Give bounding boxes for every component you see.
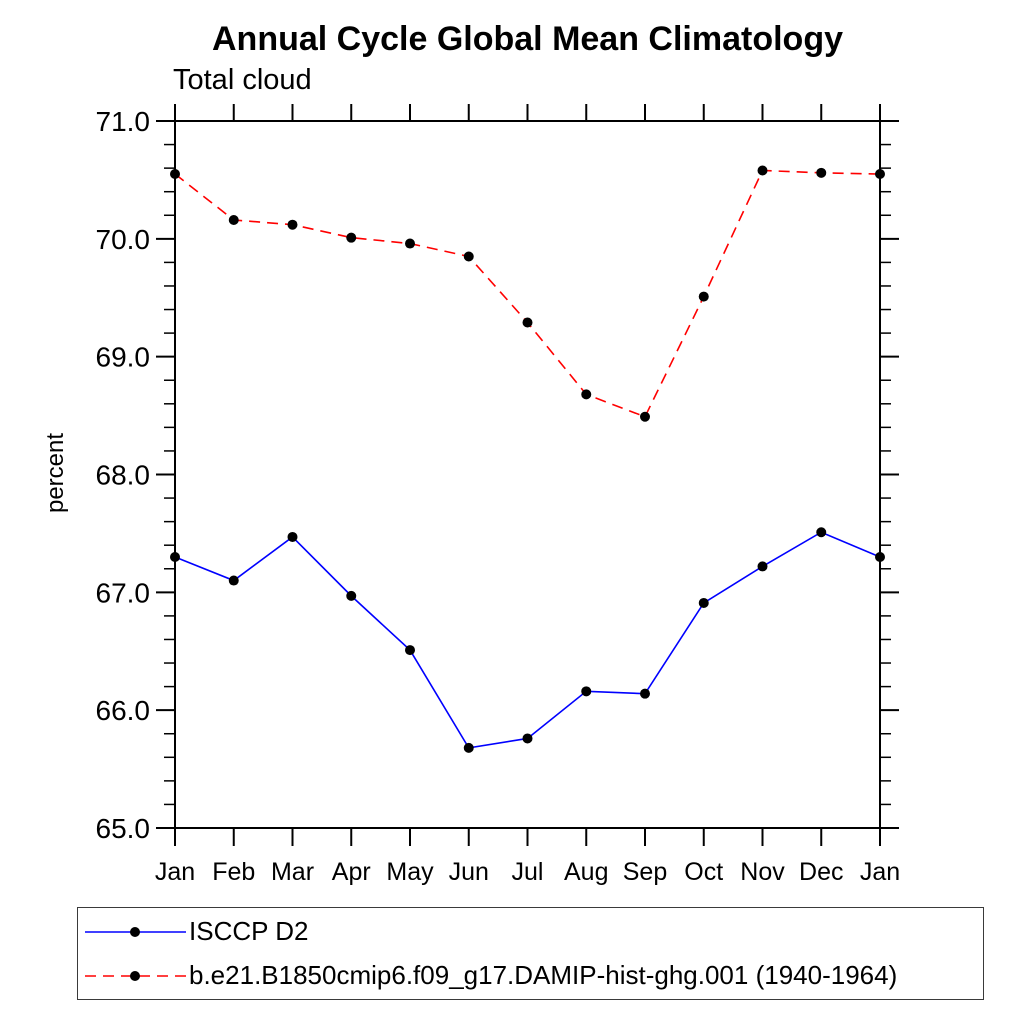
data-point-s0 <box>405 645 415 656</box>
chart-subtitle: Total cloud <box>173 64 312 96</box>
data-point-s1 <box>816 167 827 178</box>
data-point-s1 <box>287 219 298 230</box>
x-tick-label: Mar <box>271 858 314 886</box>
data-point-s0 <box>463 742 474 753</box>
legend-marker-icon <box>130 970 140 981</box>
data-point-s1 <box>875 169 885 180</box>
data-point-s0 <box>287 531 298 542</box>
series-line-1 <box>174 169 881 418</box>
x-tick-label: Sep <box>623 858 667 886</box>
data-point-s1 <box>463 251 474 262</box>
data-point-s0 <box>757 561 768 572</box>
plot-frame <box>174 120 881 829</box>
legend-label-0: ISCCP D2 <box>189 916 309 946</box>
x-tick-label: Apr <box>332 858 371 886</box>
x-tick-label: Nov <box>740 858 785 886</box>
x-tick-label: Feb <box>212 858 255 886</box>
data-point-s1 <box>640 411 650 422</box>
x-tick-label: Aug <box>564 858 608 886</box>
y-tick-label: 71.0 <box>96 106 151 137</box>
y-tick-label: 65.0 <box>96 813 151 844</box>
data-point-s1 <box>170 169 180 180</box>
legend-line-sample-1 <box>85 970 186 981</box>
legend-marker-icon <box>130 926 140 937</box>
data-point-s0 <box>640 688 650 699</box>
legend-line-sample-0 <box>85 926 186 937</box>
y-tick-label: 67.0 <box>96 577 151 608</box>
data-point-s1 <box>698 291 709 302</box>
y-tick-label: 66.0 <box>96 695 151 726</box>
legend-item-1: b.e21.B1850cmip6.f09_g17.DAMIP-hist-ghg.… <box>82 957 983 995</box>
x-tick-label: Jul <box>512 858 544 886</box>
x-tick-label: Jun <box>449 858 489 886</box>
y-tick-label: 68.0 <box>96 460 151 491</box>
x-tick-label: Oct <box>684 858 723 886</box>
data-point-s0 <box>698 597 709 608</box>
legend-box: ISCCP D2 b.e21.B1850cmip6.f09_g17.DAMIP-h… <box>77 907 984 1000</box>
x-tick-label: May <box>386 858 434 886</box>
series-line-0 <box>174 531 881 749</box>
data-point-s1 <box>228 214 239 225</box>
chart-title: Annual Cycle Global Mean Climatology <box>212 20 843 58</box>
data-point-s1 <box>405 238 415 249</box>
data-point-s0 <box>522 733 533 744</box>
data-point-s0 <box>816 527 827 538</box>
data-point-s0 <box>875 551 885 562</box>
data-point-s1 <box>581 389 592 400</box>
data-point-s0 <box>346 590 357 601</box>
data-point-s0 <box>228 575 239 586</box>
x-tick-label: Jan <box>155 858 195 886</box>
y-tick-label: 69.0 <box>96 342 151 373</box>
y-tick-label: 70.0 <box>96 224 151 255</box>
legend-item-0: ISCCP D2 <box>82 913 983 951</box>
data-point-s1 <box>757 165 768 176</box>
data-point-s0 <box>581 686 592 697</box>
data-point-s1 <box>346 232 357 243</box>
data-point-s0 <box>170 551 180 562</box>
data-point-s1 <box>522 317 533 328</box>
legend-label-1: b.e21.B1850cmip6.f09_g17.DAMIP-hist-ghg.… <box>189 960 898 990</box>
x-tick-label: Dec <box>799 858 843 886</box>
x-tick-label: Jan <box>860 858 900 886</box>
